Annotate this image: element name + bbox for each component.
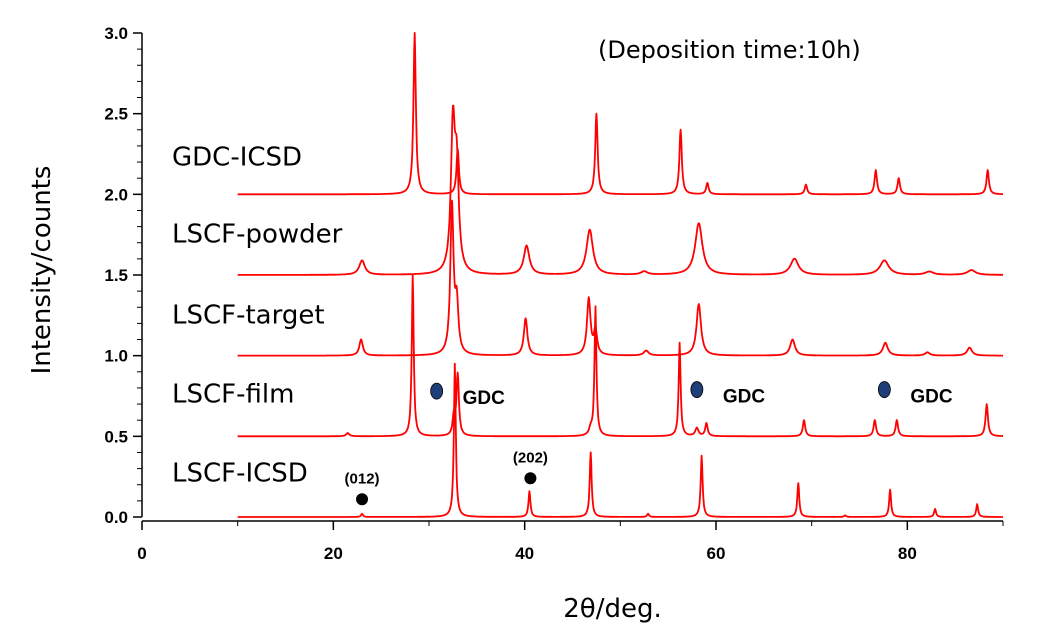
- y-tick-label: 2.5: [104, 105, 128, 124]
- hkl-marker-label: (202): [513, 449, 548, 466]
- series-line-lscf-powder: [237, 104, 1004, 276]
- y-tick-label: 0.5: [104, 427, 128, 446]
- deposition-time-note: (Deposition time:10h): [598, 36, 861, 64]
- x-tick-label: 80: [898, 544, 917, 563]
- hkl-marker-dot: [356, 493, 369, 506]
- hkl-marker-label: (012): [345, 470, 380, 487]
- y-tick-label: 0.0: [104, 508, 128, 527]
- gdc-marker-label: GDC: [723, 387, 766, 408]
- label-group: 2θ/deg. Intensity/counts (Deposition time:…: [27, 36, 861, 624]
- gdc-marker-dot: [877, 381, 891, 398]
- x-tick-label: 20: [324, 544, 343, 563]
- series-label-lscf-target: LSCF-target: [172, 300, 325, 330]
- series-line-gdc-icsd: [237, 32, 1004, 196]
- gdc-marker-dot: [690, 381, 704, 398]
- series-line-lscf-film: [237, 273, 1004, 438]
- y-tick-label: 1.5: [104, 266, 128, 285]
- x-axis-title: 2θ/deg.: [563, 594, 661, 624]
- x-tick-label: 40: [515, 544, 534, 563]
- series-line-lscf-target: [237, 199, 1004, 357]
- gdc-marker-label: GDC: [463, 388, 506, 409]
- series-label-lscf-icsd: LSCF-ICSD: [172, 459, 308, 489]
- gdc-marker-dot: [430, 382, 444, 400]
- y-axis-title: Intensity/counts: [27, 166, 57, 375]
- series-label-gdc-icsd: GDC-ICSD: [172, 142, 302, 172]
- x-tick-label: 60: [707, 544, 726, 563]
- y-tick-label: 1.0: [104, 347, 128, 366]
- marker-group: GDC GDC GDC (012) (202): [345, 381, 953, 506]
- axes: 0.0 0.5 1.0 1.5 2.0 2.5 3.0 0 20 40 60 80: [104, 24, 1004, 563]
- series-label-lscf-film: LSCF-film: [172, 379, 294, 409]
- gdc-marker-label: GDC: [910, 387, 953, 408]
- series-label-lscf-powder: LSCF-powder: [172, 220, 343, 250]
- y-tick-label: 3.0: [104, 24, 128, 43]
- x-tick-label: 0: [137, 544, 146, 563]
- hkl-marker-dot: [524, 472, 537, 485]
- series-group: [237, 32, 1004, 518]
- y-tick-label: 2.0: [104, 185, 128, 204]
- series-line-lscf-icsd: [237, 362, 1004, 518]
